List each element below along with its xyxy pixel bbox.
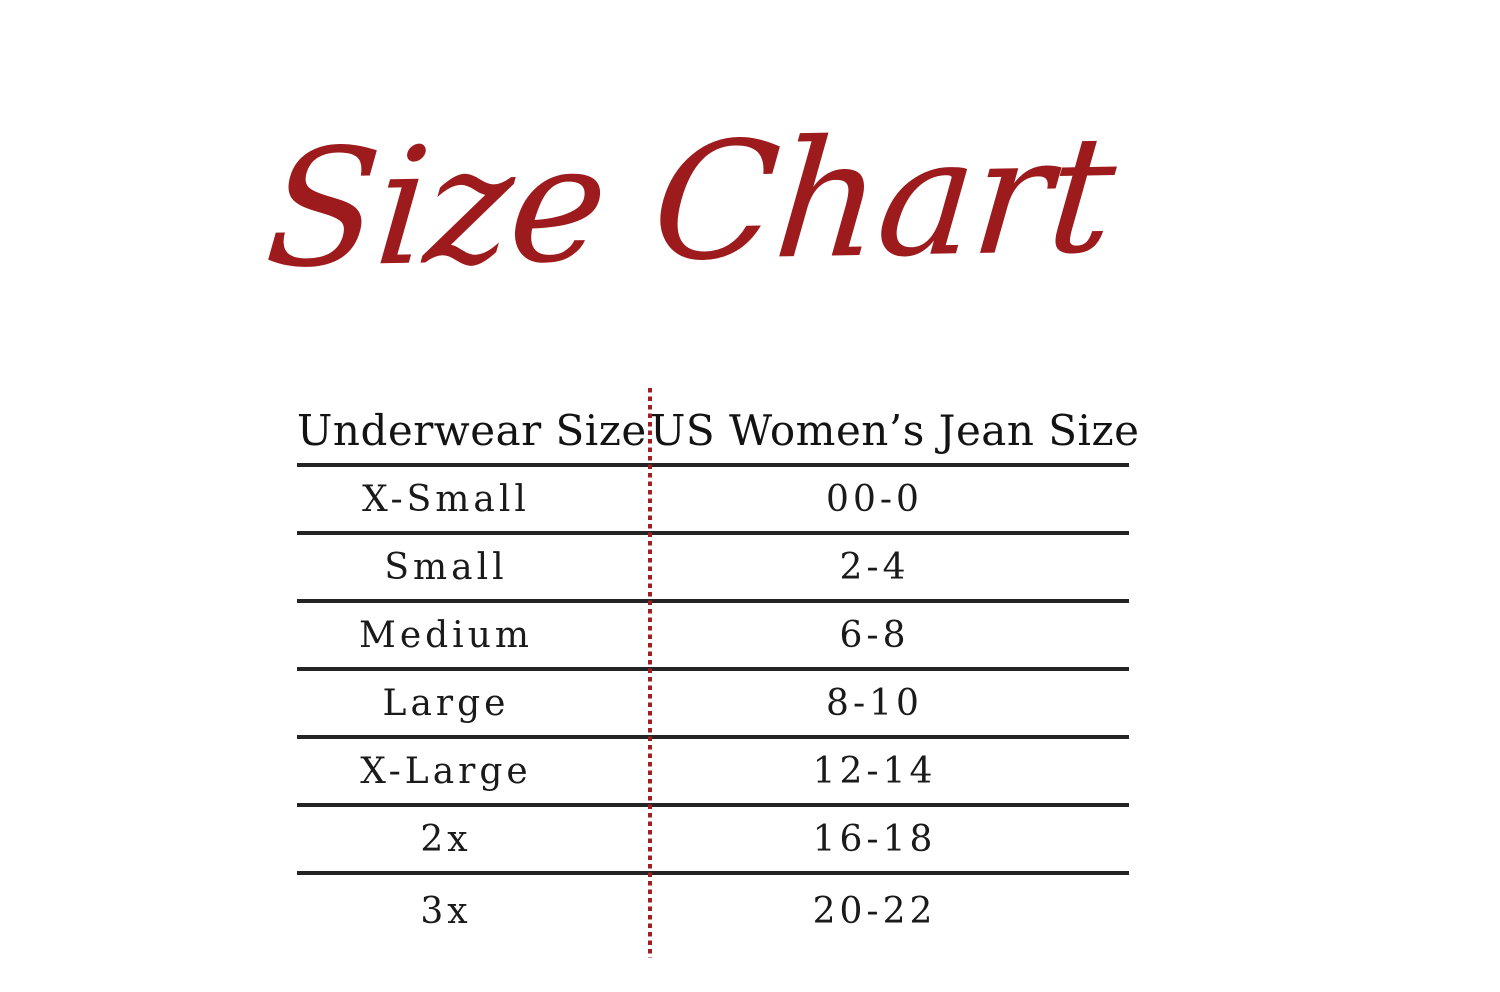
table-row: X-Small 00-0 (297, 467, 1129, 535)
cell-jean-size: 6-8 (839, 614, 910, 656)
column-header-jean-size: US Women’s Jean Size (650, 405, 1140, 455)
column-header-underwear-size: Underwear Size (297, 405, 647, 455)
cell-underwear-size: Medium (358, 614, 534, 656)
table-row: 3x 20-22 (297, 875, 1129, 947)
size-table: Underwear Size US Women’s Jean Size X-Sm… (297, 397, 1140, 947)
cell-jean-size: 12-14 (812, 750, 937, 792)
table-header-row: Underwear Size US Women’s Jean Size (297, 397, 1140, 467)
column-divider-dotted-line (648, 388, 652, 958)
cell-jean-size: 00-0 (826, 478, 923, 520)
table-row: X-Large 12-14 (297, 739, 1129, 807)
cell-jean-size: 20-22 (812, 890, 937, 932)
table-row: 2x 16-18 (297, 807, 1129, 875)
cell-underwear-size: X-Large (360, 750, 532, 792)
table-row: Large 8-10 (297, 671, 1129, 739)
cell-underwear-size: Large (382, 682, 510, 724)
cell-underwear-size: 3x (420, 890, 472, 932)
table-row: Small 2-4 (297, 535, 1129, 603)
cell-underwear-size: 2x (420, 818, 472, 860)
page-title: Size Chart (259, 101, 1121, 305)
cell-underwear-size: Small (384, 546, 508, 588)
table-row: Medium 6-8 (297, 603, 1129, 671)
cell-jean-size: 16-18 (812, 818, 937, 860)
cell-jean-size: 8-10 (826, 682, 923, 724)
cell-underwear-size: X-Small (362, 478, 530, 520)
cell-jean-size: 2-4 (839, 546, 910, 588)
